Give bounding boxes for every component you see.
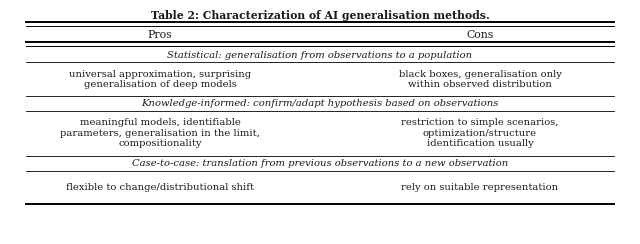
Text: Statistical: generalisation from observations to a population: Statistical: generalisation from observa… xyxy=(168,51,472,60)
Text: black boxes, generalisation only
within observed distribution: black boxes, generalisation only within … xyxy=(399,70,561,89)
Text: Knowledge-informed: confirm/adapt hypothesis based on observations: Knowledge-informed: confirm/adapt hypoth… xyxy=(141,100,499,108)
Text: Table 2: Characterization of AI generalisation methods.: Table 2: Characterization of AI generali… xyxy=(150,10,490,21)
Text: Cons: Cons xyxy=(467,30,493,40)
Text: rely on suitable representation: rely on suitable representation xyxy=(401,183,559,192)
Text: restriction to simple scenarios,
optimization/structure
identification usually: restriction to simple scenarios, optimiz… xyxy=(401,118,559,148)
Text: universal approximation, surprising
generalisation of deep models: universal approximation, surprising gene… xyxy=(69,70,251,89)
Text: Pros: Pros xyxy=(148,30,172,40)
Text: flexible to change/distributional shift: flexible to change/distributional shift xyxy=(66,183,254,192)
Text: Case-to-case: translation from previous observations to a new observation: Case-to-case: translation from previous … xyxy=(132,160,508,168)
Text: meaningful models, identifiable
parameters, generalisation in the limit,
composi: meaningful models, identifiable paramete… xyxy=(60,118,260,148)
